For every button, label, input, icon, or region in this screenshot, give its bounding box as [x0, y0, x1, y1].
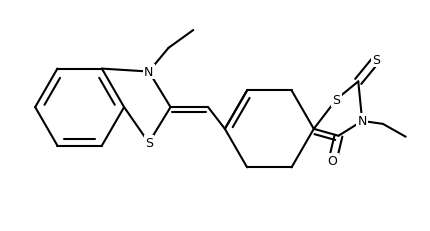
- Text: S: S: [145, 137, 153, 149]
- Text: N: N: [144, 66, 154, 79]
- Text: S: S: [332, 93, 341, 106]
- Text: O: O: [328, 154, 338, 167]
- Text: S: S: [372, 54, 380, 67]
- Text: N: N: [357, 115, 367, 128]
